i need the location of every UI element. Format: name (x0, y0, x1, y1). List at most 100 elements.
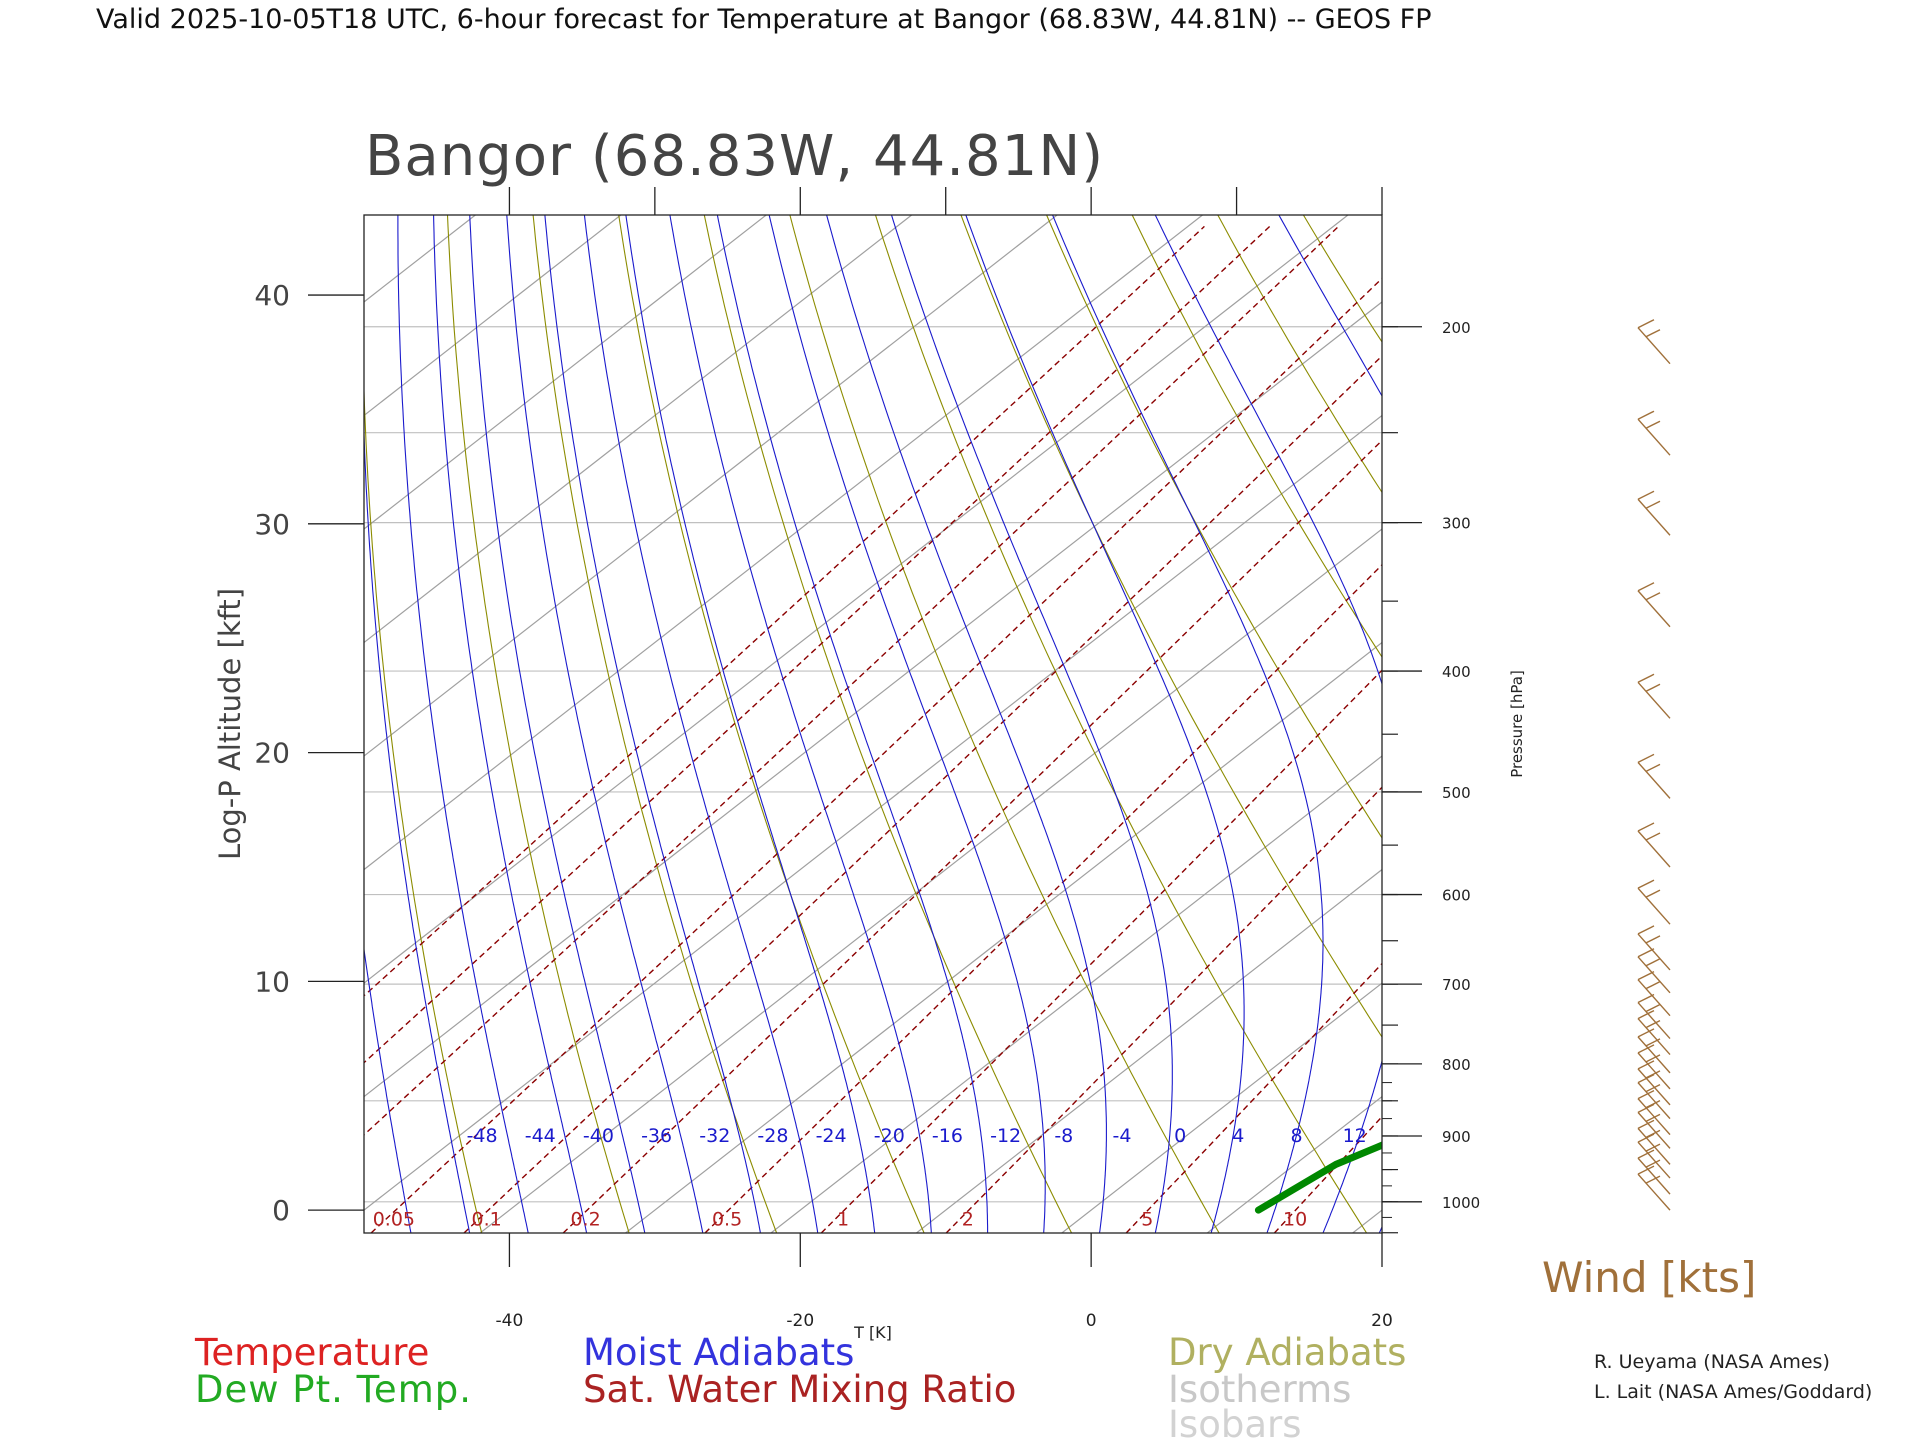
wind-barb-flag (1637, 490, 1655, 500)
wind-barb (1637, 410, 1671, 456)
moist-adiabat-line (1051, 215, 1324, 1233)
mixing-ratio-line (370, 277, 1382, 1233)
pressure-tick-label: 700 (1442, 976, 1471, 994)
dry-adiabat-line (618, 215, 925, 1233)
isotherm-line (625, 641, 1382, 1233)
moist-adiabat-line (364, 419, 471, 1233)
pressure-tick-label: 400 (1442, 663, 1471, 681)
wind-barb-staff (1637, 761, 1671, 799)
wind-barb-flag (1637, 1073, 1655, 1084)
dry-adiabat-line (1302, 215, 1382, 343)
legend-isotherms: Isotherms (1168, 1368, 1351, 1411)
wind-barb-flag (1645, 1019, 1661, 1029)
wind-barb (1637, 753, 1671, 799)
wind-barb-staff (1637, 1141, 1671, 1179)
wind-barb-staff (1637, 681, 1671, 719)
moist-adiabat-line (625, 215, 876, 1233)
wind-barb-flag (1637, 971, 1655, 981)
isotherm-line (364, 215, 913, 644)
isotherm-line (364, 215, 1058, 757)
moist-adiabat-line (716, 215, 989, 1233)
moist-adiabat-label: -12 (990, 1125, 1021, 1147)
moist-adiabat-label: -28 (757, 1125, 788, 1147)
header-text: Valid 2025-10-05T18 UTC, 6-hour forecast… (96, 4, 1432, 35)
moist-adiabat-line (1549, 210, 1877, 1234)
profiles (1254, 1141, 1382, 1214)
wind-barb-flag (1637, 822, 1655, 832)
isotherm-line (1206, 1095, 1382, 1233)
dry-adiabat-line (446, 215, 630, 1233)
mixing-ratio-label: 0.5 (712, 1208, 742, 1230)
dry-adiabat-line (159, 215, 190, 1233)
moist-adiabat-label: -4 (1112, 1125, 1131, 1147)
moist-adiabat-line (826, 215, 1107, 1233)
x-tick-label: -40 (496, 1311, 524, 1331)
wind-barb-flag (1645, 1175, 1661, 1184)
dry-adiabat-line (1646, 215, 1920, 1233)
wind-barb-flag (1637, 673, 1655, 683)
mixing-ratio-line (1125, 962, 1382, 1233)
wind-barb (1637, 948, 1671, 994)
wind-barb-flag (1645, 1159, 1661, 1168)
wind-barb-flag (1637, 1119, 1655, 1129)
moist-adiabat-line (1606, 210, 1920, 1234)
pressure-axis-label: Pressure [hPa] (1508, 670, 1526, 778)
wind-barb-flag (1645, 1003, 1661, 1013)
wind-barb (1637, 971, 1671, 1017)
moist-adiabat-line (669, 215, 932, 1233)
dry-adiabat-line (1475, 215, 1920, 1233)
wind-barb-flag (1645, 935, 1661, 944)
pressure-tick-label: 200 (1442, 319, 1471, 337)
wind-barb-staff (1637, 1036, 1671, 1074)
moist-adiabat-line (544, 215, 761, 1233)
moist-adiabat-line (397, 215, 529, 1233)
moist-adiabat-line (364, 945, 412, 1233)
wind-barb-staff (1637, 498, 1671, 536)
moist-adiabat-label: 12 (1343, 1125, 1367, 1147)
wind-barb (1637, 582, 1671, 628)
wind-barb (1637, 1165, 1671, 1211)
mixing-ratio-label: 2 (962, 1208, 974, 1230)
wind-barb-flag (1637, 753, 1655, 763)
x-tick-label: 0 (1086, 1311, 1097, 1331)
isotherm-line (916, 868, 1382, 1233)
isotherm-line (0, 215, 39, 1233)
x-tick-label: 20 (1371, 1311, 1393, 1331)
mixing-ratio-line (945, 786, 1382, 1233)
wind-barb-flag (1637, 1090, 1655, 1100)
pressure-tick-label: 500 (1442, 784, 1471, 802)
wind-barb (1637, 822, 1671, 868)
wind-barb-flag (1645, 763, 1661, 772)
wind-barb (1637, 319, 1671, 365)
wind-barb-staff (1637, 418, 1671, 456)
dry-adiabat-line (703, 215, 1073, 1233)
dry-adiabat-line (1902, 215, 1920, 1233)
wind-barb-staff (1637, 327, 1671, 365)
dry-adiabat-line (364, 376, 483, 1233)
dry-adiabat-line (1817, 215, 1920, 1233)
y-tick-label: 30 (254, 508, 290, 541)
wind-barb-staff (1637, 830, 1671, 868)
wind-barb-flag (1637, 993, 1655, 1004)
wind-barb-flag (1637, 1165, 1655, 1175)
wind-barb-flag (1637, 948, 1655, 958)
mixing-ratio-line (364, 225, 1271, 1064)
isotherm-line (0, 215, 330, 1233)
legend-temperature: Temperature (194, 1331, 429, 1374)
isotherm-line (364, 215, 767, 530)
wind-barb-staff (1637, 933, 1671, 971)
moist-adiabat-label: -20 (874, 1125, 905, 1147)
wind-barb-flag (1645, 981, 1661, 990)
moist-adiabat-label: -16 (932, 1125, 963, 1147)
wind-barb (1637, 1103, 1671, 1149)
wind-barb-flag (1645, 1038, 1661, 1047)
wind-barb-staff (1637, 887, 1671, 925)
mixing-ratio-line (1433, 226, 1920, 1233)
credit-line-2: L. Lait (NASA Ames/Goddard) (1594, 1381, 1872, 1403)
wind-barb-flag (1637, 1060, 1655, 1070)
moist-adiabat-label: -24 (816, 1125, 847, 1147)
dry-adiabat-line (874, 215, 1368, 1233)
wind-barb-flag (1645, 329, 1661, 338)
wind-barb (1637, 490, 1671, 536)
